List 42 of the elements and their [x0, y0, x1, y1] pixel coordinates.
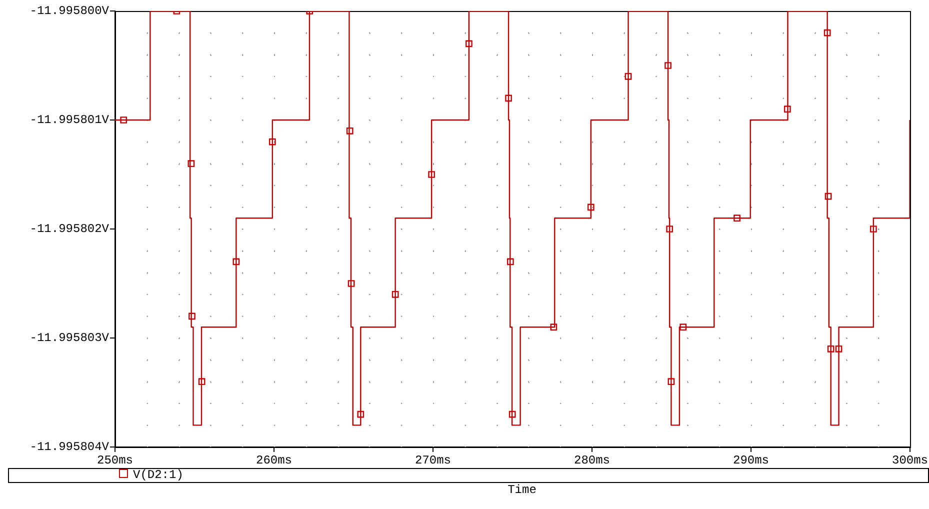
point [392, 290, 399, 298]
x-tick-label: 260ms [256, 453, 292, 468]
point [668, 378, 675, 386]
point [120, 116, 128, 124]
y-tick-label: -11.995801V [30, 113, 110, 128]
point [550, 324, 558, 331]
point [664, 62, 672, 69]
point [624, 72, 632, 80]
x-axis-title: Time [506, 483, 538, 497]
point [870, 226, 877, 232]
point [827, 345, 834, 352]
point [824, 29, 831, 36]
point [784, 106, 791, 113]
y-tick-label: -11.995803V [30, 331, 110, 346]
y-tick-label: -11.995800V [30, 4, 110, 18]
point [232, 258, 240, 266]
point [508, 410, 516, 418]
point [666, 226, 674, 232]
x-tick-label: 280ms [574, 453, 610, 468]
point [466, 40, 472, 48]
y-tick-label: -11.995804V [30, 440, 110, 454]
point [505, 94, 512, 102]
point [680, 324, 687, 331]
legend-label: V(D2:1) [133, 468, 184, 482]
x-tick-label: 250ms [96, 453, 134, 468]
point [357, 410, 364, 418]
point [188, 160, 195, 168]
point [507, 258, 514, 266]
point [587, 204, 594, 211]
point [188, 312, 196, 320]
x-tick-label: 270ms [414, 453, 452, 468]
point [346, 127, 354, 134]
y-tick-label: -11.995802V [30, 222, 110, 236]
point [198, 378, 206, 386]
point [428, 171, 435, 178]
point [348, 280, 355, 287]
point [268, 138, 276, 146]
x-tick-label: 290ms [732, 453, 770, 468]
point [824, 192, 832, 200]
point [835, 345, 842, 352]
x-tick-label: 300ms [892, 453, 928, 468]
point [734, 214, 740, 222]
